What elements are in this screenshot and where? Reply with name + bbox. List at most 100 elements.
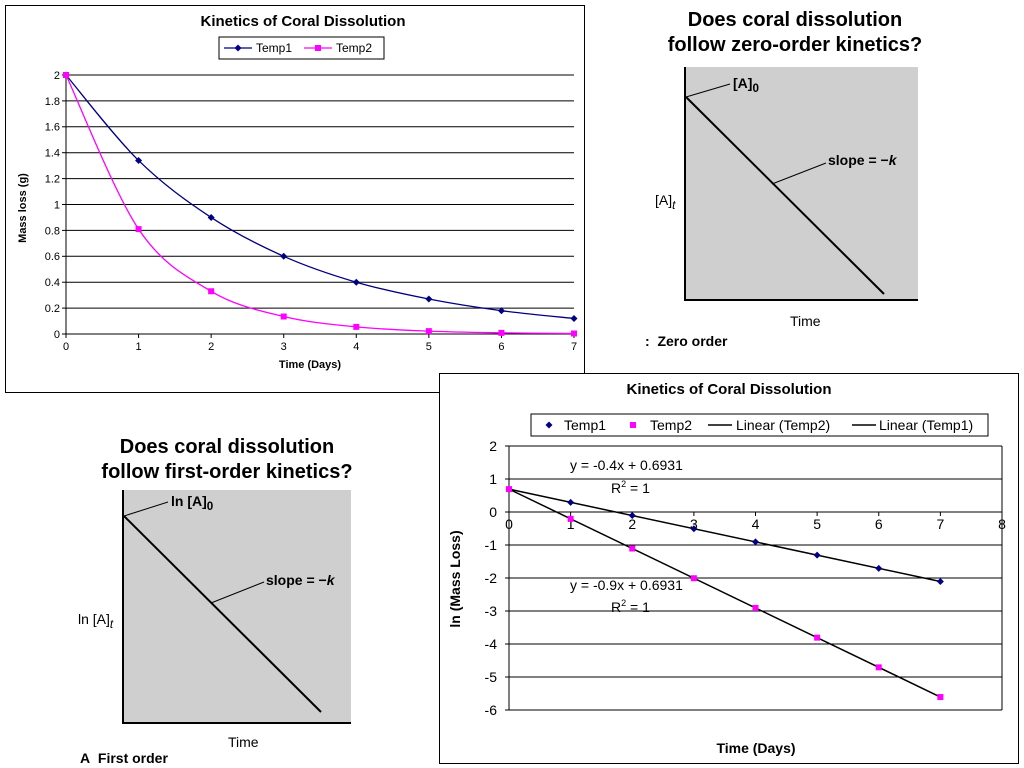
chart-1-legend: Temp1 Temp2 [218,36,385,60]
first-order-caption-prefix: A [80,750,91,766]
chart-2-legend-marker-temp2 [630,422,636,428]
chart-2-r2-temp1-rest: = 1 [626,480,650,496]
chart-2-point-temp1 [813,551,821,559]
first-order-caption-text: First order [97,750,168,766]
zero-order-slope-label: slope = −k [828,152,897,168]
chart-2-y-tick-label: -1 [485,537,498,553]
chart-1-x-tick-label: 7 [571,341,577,353]
chart-1-panel: Kinetics of Coral Dissolution Temp1 Temp… [5,5,585,393]
chart-2-axes: -6 -5 -4 -3 -2 -1 0 1 2 0 1 2 3 4 5 6 7 8 [485,438,1007,718]
chart-1-point-temp2 [135,226,142,233]
chart-1-point-temp1 [280,252,288,260]
chart-1-y-tick-label: 1.2 [45,173,60,185]
chart-1-x-tick-label: 1 [136,341,142,353]
chart-1-y-tick-label: 0.8 [45,225,60,237]
chart-2-y-tick-label: -5 [485,669,498,685]
chart-2-x-tick-label: 4 [752,516,760,532]
zero-order-a0-label: [A]0 [733,75,759,95]
first-order-slope-label: slope = −k [266,572,335,588]
zero-order-y-text: [A] [655,192,673,208]
chart-2-y-tick-label: 0 [489,504,497,520]
chart-2-point-temp2 [752,604,759,611]
chart-1-point-temp2 [353,323,360,330]
chart-1-y-axis-label: Mass loss (g) [17,173,29,243]
first-order-a0-label: ln [A]0 [171,493,213,513]
first-order-heading: Does coral dissolution follow first-orde… [62,435,392,485]
chart-1-point-temp2 [425,328,432,335]
chart-1-legend-marker-temp2 [315,45,321,51]
chart-1-point-temp2 [571,330,577,337]
zero-order-y-label: [A]t [655,192,675,212]
chart-1-y-tick-label: 0.4 [45,277,60,289]
chart-1-point-temp1 [135,156,143,164]
chart-1-y-tick-label: 1 [54,199,60,211]
chart-1-point-temp1 [425,295,433,303]
chart-2-x-tick-label: 0 [505,516,513,532]
chart-2-y-tick-label: 2 [489,438,497,454]
chart-2-x-tick-label: 2 [628,516,636,532]
zero-order-plot-area [684,67,918,301]
chart-2-title: Kinetics of Coral Dissolution [626,381,831,398]
chart-1-grid [66,74,574,335]
chart-1-point-temp1 [207,213,215,221]
chart-1-y-tick-label: 1.4 [45,148,60,160]
zero-order-y-subscript: t [672,198,676,212]
zero-order-a0-text: [A] [733,75,753,91]
chart-1-x-tick-label: 5 [426,341,432,353]
chart-2-legend-label-linear-temp2: Linear (Temp2) [736,417,830,433]
chart-2-x-tick-label: 3 [690,516,698,532]
first-order-heading-line-1: Does coral dissolution [119,436,335,458]
chart-2-x-tick-label: 8 [998,516,1006,532]
chart-2-y-tick-label: 1 [489,471,497,487]
chart-2-legend-label-linear-temp1: Linear (Temp1) [879,417,973,433]
chart-1-point-temp1 [570,314,578,322]
chart-2-r2-temp2-base: R [611,599,621,615]
chart-2-r2-temp2: R2 = 1 [611,598,650,615]
chart-2-y-tick-label: -2 [485,570,498,586]
zero-order-slope-text: slope = − [828,152,889,168]
chart-2-x-axis-label: Time (Days) [716,740,795,756]
chart-2-x-tick-label: 7 [936,516,944,532]
chart-2-trendline [508,488,941,698]
chart-1-x-axis-label: Time (Days) [279,359,341,371]
chart-2-r2-temp2-sup: 2 [621,598,626,608]
chart-2-grid [509,445,1002,711]
chart-2-point-temp2 [567,515,574,522]
chart-2-x-tick-label: 5 [813,516,821,532]
chart-2-trendline [508,488,941,583]
chart-1-x-tick-label: 3 [281,341,287,353]
chart-2-point-temp2 [875,664,882,671]
zero-order-a0-subscript: 0 [752,81,759,95]
chart-2-equation-temp1: y = -0.4x + 0.6931 [570,457,683,473]
chart-2-point-temp1 [567,498,575,506]
first-order-slope-text: slope = − [266,572,327,588]
chart-1-y-tick-label: 0.2 [45,303,60,315]
chart-2-point-temp2 [690,575,697,582]
chart-1-axes: 0 0.2 0.4 0.6 0.8 1 1.2 1.4 1.6 1.8 2 0 1 2 3 4 5 6 7 [45,70,577,353]
chart-1-x-tick-label: 2 [208,341,214,353]
chart-2-legend-box [530,413,989,437]
chart-2-r2-temp1: R2 = 1 [611,479,650,496]
chart-2-x-tick-label: 1 [567,516,575,532]
zero-order-caption-text: Zero order [657,333,728,349]
chart-1-point-temp1 [497,307,505,315]
chart-1-y-tick-label: 0.6 [45,251,60,263]
first-order-a0-subscript: 0 [206,499,214,513]
first-order-y-text: ln [A] [78,611,110,627]
first-order-y-subscript: t [109,617,114,631]
chart-2-r2-temp1-base: R [611,480,621,496]
zero-order-heading: Does coral dissolution follow zero-order… [630,8,960,58]
zero-order-caption: : Zero order [645,333,727,349]
chart-2-r2-temp1-sup: 2 [621,479,626,489]
chart-2-point-temp1 [875,564,883,572]
chart-2-point-temp2 [814,634,821,641]
first-order-slope-k: k [326,572,335,588]
chart-1-x-tick-label: 0 [63,341,69,353]
zero-order-caption-prefix: : [645,333,650,349]
first-order-heading-line-2: follow first-order kinetics? [101,461,353,483]
chart-2-legend-marker-temp1 [545,421,553,429]
chart-2-r2-temp2-rest: = 1 [626,599,650,615]
chart-1-point-temp2 [280,313,287,320]
chart-2-y-tick-label: -4 [485,636,498,652]
chart-1-legend-box [218,36,385,60]
